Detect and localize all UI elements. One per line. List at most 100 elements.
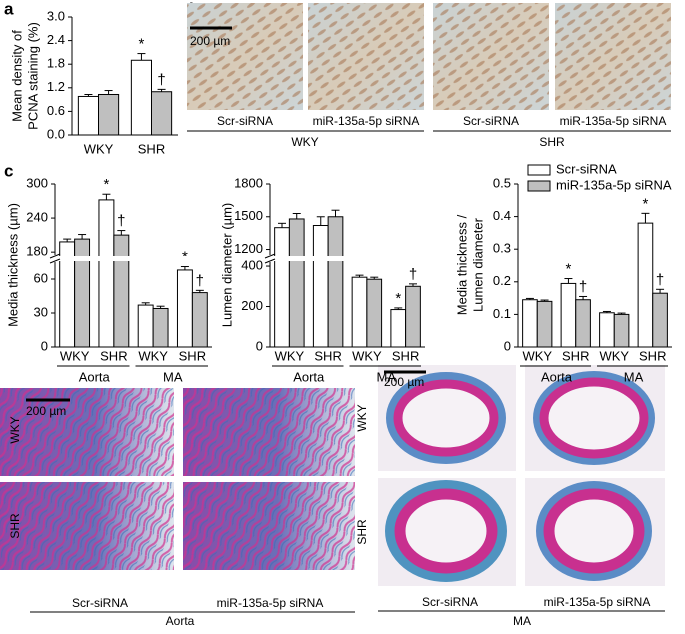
column-label: miR-135a-5p siRNA: [544, 595, 651, 609]
y-tick-label: 1200: [234, 241, 263, 256]
bar: [575, 299, 591, 348]
bar: [113, 234, 130, 348]
y-axis-label: Media thickness (µm): [5, 203, 20, 327]
y-axis-label: PCNA staining (%): [25, 22, 40, 130]
column-label: miR-135a-5p siRNA: [217, 596, 324, 610]
group-label: MA: [624, 369, 644, 384]
bar: [522, 299, 538, 348]
bar: [599, 312, 615, 348]
y-tick-label: 400: [241, 257, 263, 272]
group-label: Aorta: [541, 369, 573, 384]
x-tick-label: WKY: [352, 348, 382, 363]
column-label: Scr-siRNA: [217, 114, 273, 128]
axis-break: [262, 256, 426, 261]
y-axis-label: Lumen diameter (µm): [219, 203, 234, 328]
y-tick-label: 0: [504, 338, 511, 353]
y-tick-label: 200: [241, 298, 263, 313]
scale-bar-label: 200 µm: [384, 375, 424, 389]
x-tick-label: SHR: [100, 348, 127, 363]
row-label: SHR: [355, 519, 369, 545]
scale-bar-label: 200 µm: [190, 34, 230, 48]
y-tick-label: 3.0: [47, 8, 65, 23]
y-tick-label: 0.6: [47, 103, 65, 118]
bar: [351, 276, 368, 348]
bar: [405, 285, 421, 348]
legend-label: Scr-siRNA: [556, 161, 617, 176]
bar: [312, 225, 329, 348]
bar: [637, 222, 654, 348]
bar: [191, 292, 208, 348]
x-tick-label: WKY: [60, 348, 90, 363]
significance-marker: *: [643, 195, 649, 212]
column-label: Scr-siRNA: [72, 596, 128, 610]
bar: [98, 93, 120, 136]
axis-break-mark: [49, 258, 61, 264]
y-tick-label: 300: [26, 175, 48, 190]
group-label: SHR: [539, 135, 565, 149]
bar: [130, 59, 152, 136]
micrographs-b: [187, 3, 671, 110]
group-label: Aorta: [79, 369, 111, 384]
y-tick-label: 0.1: [493, 306, 511, 321]
x-tick-label: WKY: [138, 348, 168, 363]
bar: [274, 227, 290, 348]
bar: [560, 282, 577, 348]
row-label: WKY: [8, 416, 22, 443]
y-tick-label: 60: [34, 270, 48, 285]
y-axis-label: Media thickness /: [454, 214, 469, 315]
x-tick-label: SHR: [138, 141, 165, 156]
x-tick-label: WKY: [522, 348, 552, 363]
micrographs-aorta: [0, 388, 355, 570]
bar: [613, 313, 630, 348]
significance-marker: *: [566, 261, 572, 278]
significance-marker: *: [139, 36, 145, 53]
group-label: MA: [377, 369, 397, 384]
legend-swatch: [527, 180, 551, 192]
bar: [137, 304, 154, 348]
significance-marker: *: [395, 290, 401, 307]
bar: [77, 95, 99, 136]
significance-marker: †: [117, 213, 125, 230]
column-label: miR-135a-5p siRNA: [313, 114, 420, 128]
y-tick-label: 0.3: [493, 241, 511, 256]
panel-label: c: [4, 161, 13, 180]
significance-marker: †: [579, 278, 587, 295]
y-tick-label: 0: [256, 338, 263, 353]
bar: [98, 199, 115, 348]
bar: [74, 238, 91, 348]
group-label: MA: [513, 614, 531, 628]
x-tick-label: SHR: [179, 348, 206, 363]
legend-label: miR-135a-5p siRNA: [556, 177, 672, 192]
bar: [390, 309, 407, 348]
significance-marker: †: [196, 272, 204, 289]
group-label: Aorta: [166, 614, 195, 628]
y-axis-label: Lumen diameter: [470, 217, 485, 312]
axis-break-mark: [264, 258, 276, 264]
y-tick-label: 180: [26, 244, 48, 259]
y-tick-label: 240: [26, 210, 48, 225]
x-tick-label: SHR: [392, 348, 419, 363]
legend-swatch: [527, 164, 551, 176]
x-tick-label: WKY: [599, 348, 629, 363]
axis-break-mark: [49, 253, 61, 259]
row-label: WKY: [355, 404, 369, 431]
y-tick-label: 1.8: [47, 56, 65, 71]
y-tick-label: 0.5: [493, 175, 511, 190]
bar: [152, 307, 169, 348]
y-tick-label: 1800: [234, 175, 263, 190]
micrographs-ma: [378, 365, 665, 586]
x-tick-label: WKY: [84, 141, 114, 156]
y-tick-label: 1500: [234, 208, 263, 223]
bar: [652, 292, 668, 348]
x-tick-label: SHR: [562, 348, 589, 363]
bar: [288, 218, 305, 348]
scale-bar-label: 200 µm: [26, 404, 66, 418]
y-tick-label: 0: [41, 338, 48, 353]
bar: [327, 216, 344, 348]
x-tick-label: SHR: [639, 348, 666, 363]
axis-break: [47, 256, 213, 261]
y-tick-label: 1.2: [47, 79, 65, 94]
x-tick-label: WKY: [275, 348, 305, 363]
